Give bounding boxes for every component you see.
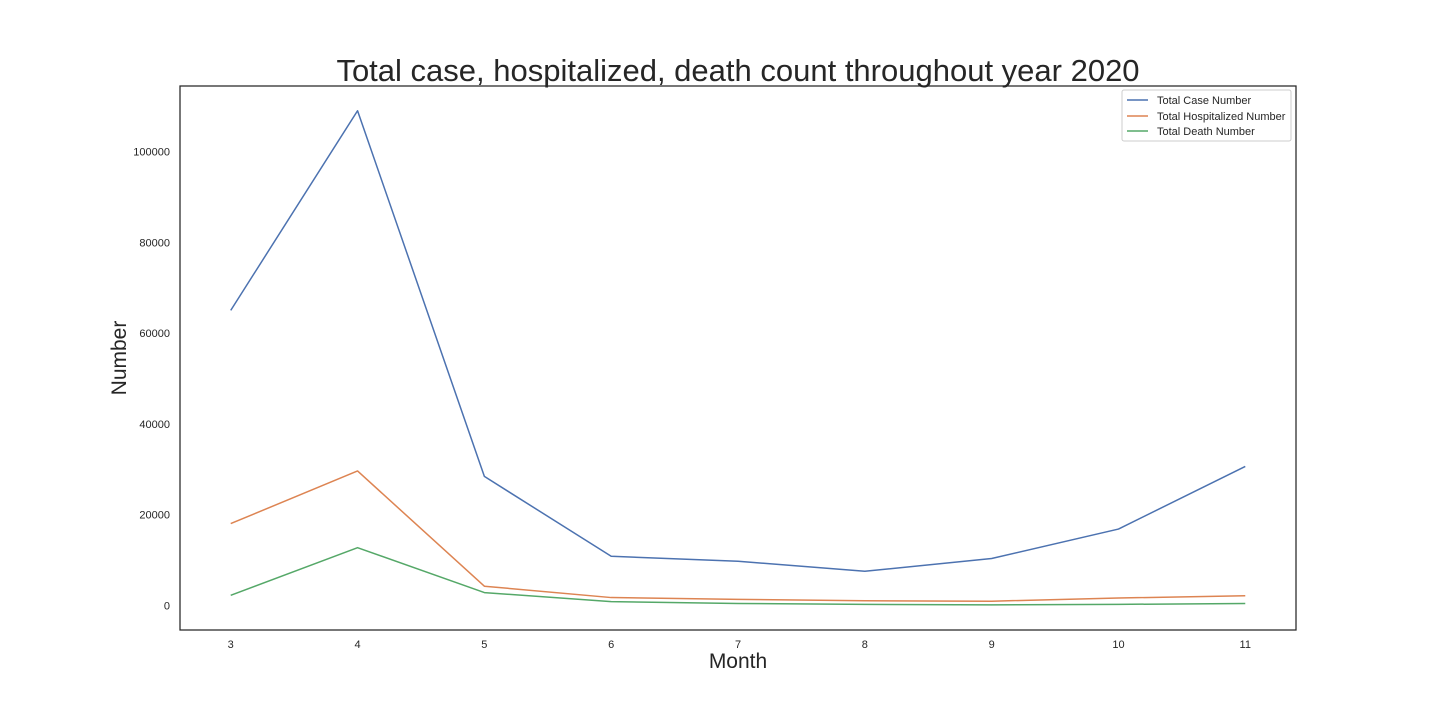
- x-tick-label: 8: [862, 639, 868, 651]
- legend: Total Case Number Total Hospitalized Num…: [1121, 89, 1292, 142]
- y-tick-label: 40000: [139, 419, 170, 431]
- legend-label-total-case-number: Total Case Number: [1157, 95, 1251, 107]
- x-tick-label: 10: [1112, 639, 1124, 651]
- x-tick-label: 6: [608, 639, 614, 651]
- chart-title: Total case, hospitalized, death count th…: [336, 53, 1139, 88]
- legend-box: [1121, 89, 1292, 142]
- x-tick-label: 9: [989, 639, 995, 651]
- series-layer: [230, 109, 1246, 606]
- y-tick-label: 20000: [139, 510, 170, 522]
- series-line-total-case-number: [230, 109, 1246, 572]
- x-tick-label: 7: [735, 639, 741, 651]
- y-tick-labels: 0 20000 40000 60000 80000 100000: [133, 147, 170, 613]
- y-tick-label: 60000: [139, 328, 170, 340]
- y-tick-label: 80000: [139, 237, 170, 249]
- x-tick-label: 3: [228, 639, 234, 651]
- x-tick-label: 11: [1240, 639, 1251, 651]
- x-tick-labels: 3 4 5 6 7 8 9 10 11: [228, 639, 1251, 651]
- x-axis-label: Month: [709, 650, 767, 673]
- x-tick-label: 4: [354, 639, 360, 651]
- plot-frame: [179, 85, 1297, 631]
- legend-label-total-death-number: Total Death Number: [1157, 126, 1255, 138]
- legend-label-total-hospitalized-number: Total Hospitalized Number: [1157, 111, 1286, 123]
- series-line-total-death-number: [230, 546, 1246, 606]
- x-tick-label: 5: [481, 639, 487, 651]
- y-tick-label: 100000: [133, 147, 170, 159]
- y-axis-label: Number: [108, 321, 131, 396]
- y-tick-label: 0: [164, 600, 170, 612]
- series-line-total-hospitalized-number: [230, 470, 1246, 602]
